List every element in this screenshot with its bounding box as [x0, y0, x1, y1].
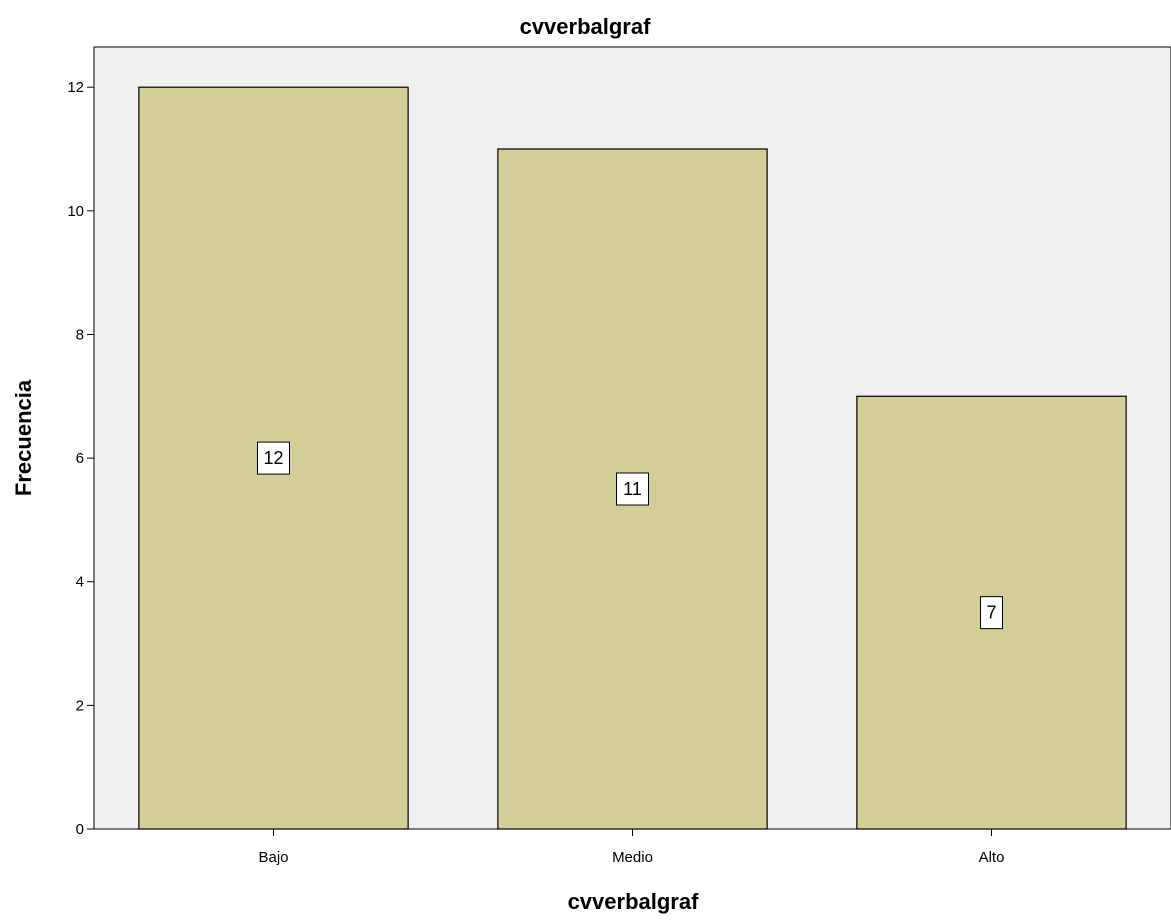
y-tick-label: 10 — [67, 203, 84, 220]
data-label: 11 — [623, 479, 642, 499]
y-tick-label: 12 — [67, 79, 84, 96]
x-tick-label: Alto — [979, 849, 1005, 866]
y-axis: 0 2 4 6 8 10 12 — [67, 47, 95, 838]
chart-title: cvverbalgraf — [520, 14, 652, 39]
data-label-box — [980, 596, 1003, 630]
data-label: 12 — [263, 448, 283, 468]
data-label: 7 — [986, 603, 996, 623]
x-axis: Bajo Medio Alto — [94, 828, 1171, 866]
bar-group: 12 11 7 — [138, 86, 1127, 830]
y-axis-title: Frecuencia — [11, 379, 36, 496]
y-tick-label: 0 — [76, 821, 84, 838]
x-tick-label: Bajo — [258, 849, 288, 866]
x-axis-title: cvverbalgraf — [568, 889, 700, 914]
y-tick-label: 6 — [76, 450, 84, 467]
x-tick-label: Medio — [612, 849, 653, 866]
y-tick-label: 2 — [76, 697, 84, 714]
data-label-box — [257, 441, 290, 475]
y-tick-label: 4 — [76, 574, 84, 591]
data-label-box — [616, 472, 649, 506]
y-tick-label: 8 — [76, 326, 84, 343]
